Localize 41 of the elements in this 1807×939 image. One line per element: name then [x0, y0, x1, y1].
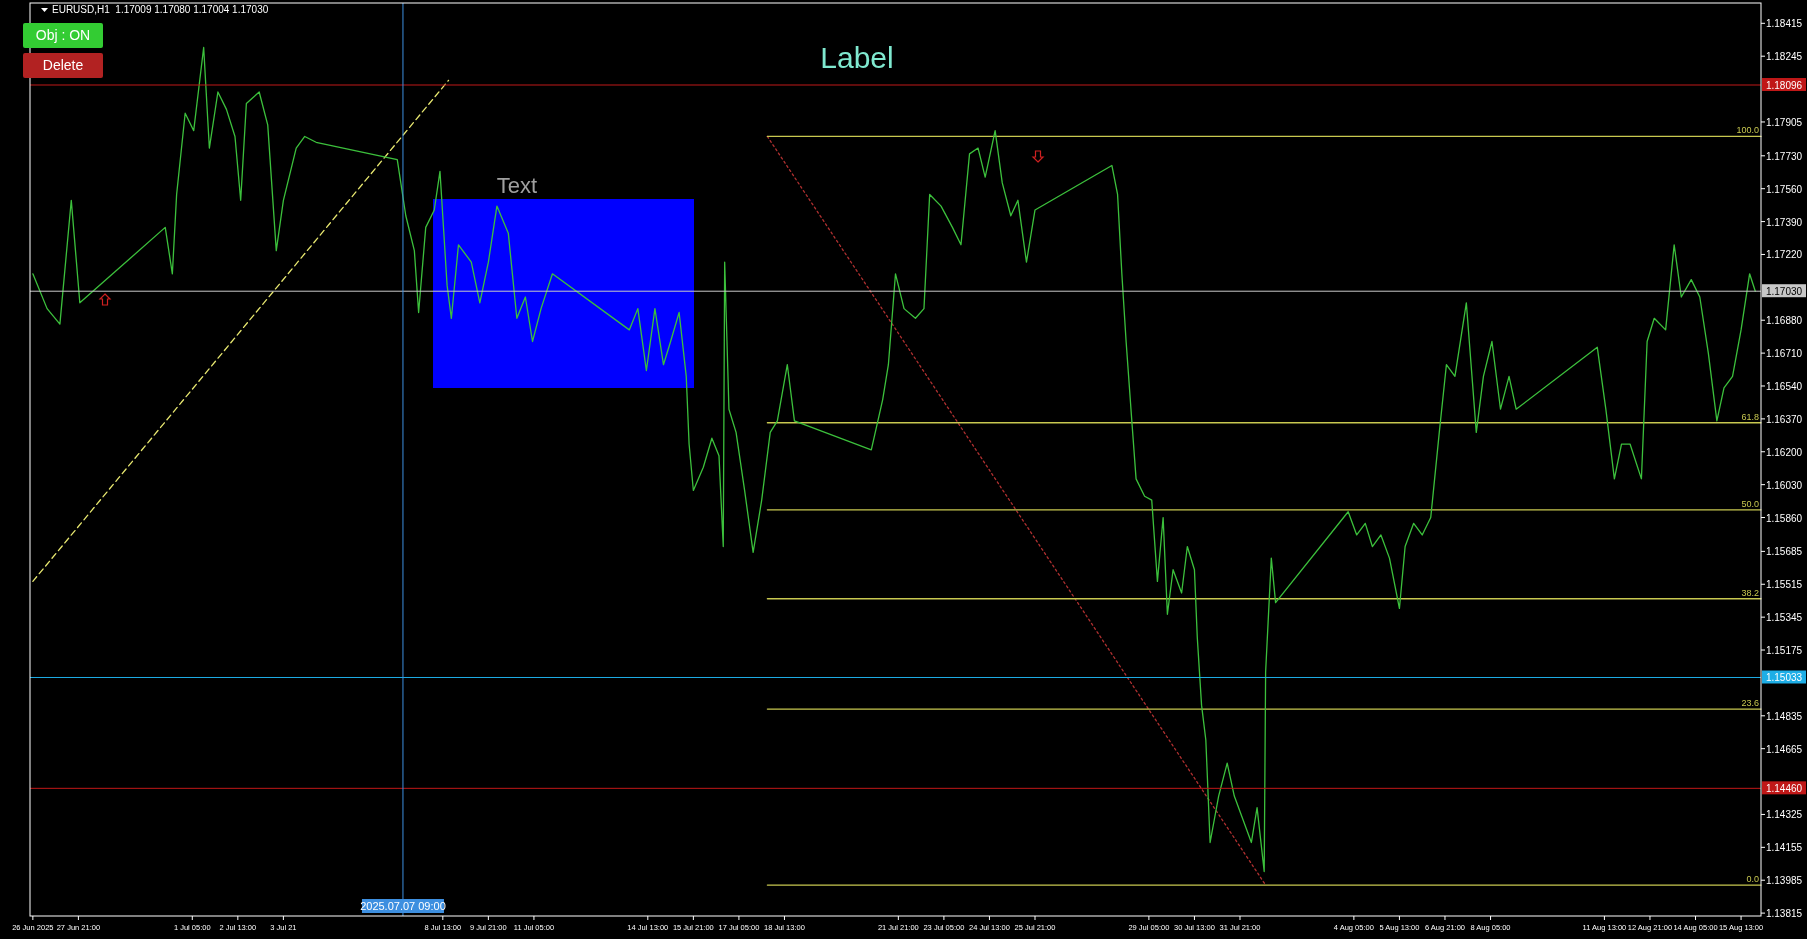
annotation: Delete [42, 57, 84, 73]
y-tick-label: 1.17905 [1765, 116, 1803, 128]
y-tick-label: 1.16540 [1765, 381, 1803, 392]
y-tick-label: 1.18245 [1765, 51, 1803, 63]
delete-button: Delete [23, 53, 103, 78]
y-tick-label: 1.14155 [1765, 842, 1803, 854]
y-tick-label: 1.17560 [1765, 183, 1803, 195]
ref-line-label: 1.15033 [1765, 672, 1803, 684]
annotation: Obj : ON [35, 27, 91, 43]
series-label: 23.6 [1741, 698, 1759, 709]
y-tick-label: 1.15515 [1765, 579, 1803, 591]
y-tick-label: 1.16710 [1765, 348, 1803, 360]
y-tick-label: 1.16880 [1765, 315, 1803, 327]
y-tick-label: 1.17730 [1765, 150, 1803, 162]
y-tick-label: 1.15175 [1765, 645, 1803, 657]
series-label: 100.0 [1736, 125, 1759, 136]
annotation: Text [496, 173, 538, 198]
y-tick-label: 1.13985 [1765, 875, 1803, 887]
on-button: Obj : ON [23, 23, 103, 48]
y-tick-label: 1.13815 [1765, 908, 1803, 920]
series-label: 38.2 [1741, 587, 1759, 598]
ref-line-label: 1.17030 [1765, 286, 1803, 298]
y-tick-label: 1.16370 [1765, 413, 1803, 425]
y-tick-label: 1.14665 [1765, 743, 1803, 755]
y-tick-label: 1.16200 [1765, 446, 1803, 458]
y-tick-label: 1.16030 [1765, 479, 1803, 491]
y-tick-label: 1.15345 [1765, 612, 1803, 624]
ref-line-label: 1.14460 [1765, 783, 1803, 795]
chart-title: EURUSD,H1 1.17009 1.17080 1.17004 1.17030 [52, 4, 269, 15]
y-tick-label: 1.15685 [1765, 546, 1803, 558]
series-label: 0.0 [1746, 874, 1759, 885]
series-label: 50.0 [1741, 498, 1759, 509]
y-tick-label: 1.18415 [1765, 18, 1803, 30]
ref-line-label: 1.18096 [1765, 80, 1803, 92]
y-tick-label: 1.14325 [1765, 809, 1803, 821]
y-tick-label: 1.15860 [1765, 512, 1803, 524]
y-tick-label: 1.17220 [1765, 249, 1803, 261]
y-tick-label: 1.14835 [1765, 710, 1803, 722]
annotation: Label [820, 41, 894, 74]
series-label: 61.8 [1741, 411, 1759, 422]
y-tick-label: 1.17390 [1765, 216, 1803, 228]
